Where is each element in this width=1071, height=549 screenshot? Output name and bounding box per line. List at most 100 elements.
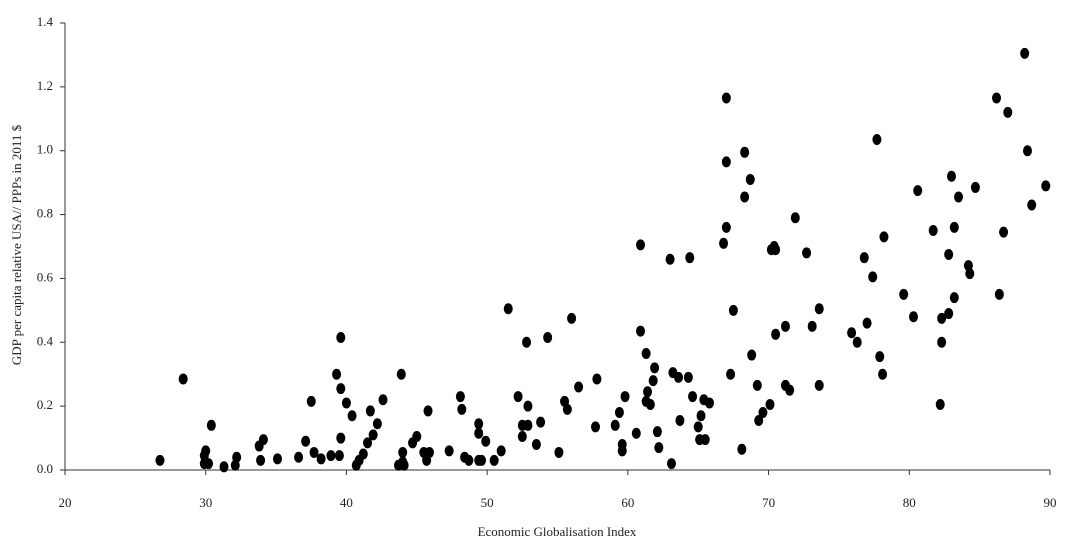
point bbox=[332, 368, 342, 380]
point bbox=[728, 304, 738, 316]
point bbox=[398, 446, 408, 458]
point bbox=[1020, 47, 1030, 59]
point bbox=[754, 415, 764, 427]
point bbox=[206, 419, 216, 431]
point bbox=[358, 448, 368, 460]
point bbox=[752, 379, 762, 391]
point bbox=[444, 445, 454, 457]
point bbox=[944, 308, 954, 320]
point bbox=[347, 410, 357, 422]
point bbox=[334, 450, 344, 462]
point bbox=[531, 438, 541, 450]
point bbox=[721, 92, 731, 104]
point bbox=[306, 395, 316, 407]
x-tick-label: 20 bbox=[59, 495, 72, 510]
point bbox=[747, 349, 757, 361]
point bbox=[424, 446, 434, 458]
point bbox=[719, 237, 729, 249]
point bbox=[523, 400, 533, 412]
point bbox=[675, 415, 685, 427]
point bbox=[457, 403, 467, 415]
point bbox=[700, 434, 710, 446]
point bbox=[928, 225, 938, 237]
point bbox=[994, 288, 1004, 300]
point bbox=[970, 181, 980, 193]
point bbox=[879, 231, 889, 243]
point bbox=[474, 427, 484, 439]
y-tick-label: 1.0 bbox=[37, 142, 53, 157]
point bbox=[301, 435, 311, 447]
point bbox=[790, 212, 800, 224]
point bbox=[899, 288, 909, 300]
point bbox=[949, 292, 959, 304]
point bbox=[785, 384, 795, 396]
point bbox=[396, 368, 406, 380]
y-axis-label: GDP per capita relative USA// PPPs in 20… bbox=[9, 124, 24, 365]
point bbox=[455, 391, 465, 403]
point bbox=[614, 407, 624, 419]
point bbox=[878, 368, 888, 380]
point bbox=[256, 454, 266, 466]
point bbox=[522, 336, 532, 348]
point bbox=[513, 391, 523, 403]
y-tick-label: 0.8 bbox=[37, 206, 53, 221]
x-tick-label: 40 bbox=[340, 495, 353, 510]
x-tick-label: 70 bbox=[762, 495, 775, 510]
point bbox=[654, 442, 664, 454]
point bbox=[758, 407, 768, 419]
point bbox=[554, 446, 564, 458]
point bbox=[814, 379, 824, 391]
point bbox=[814, 303, 824, 315]
point bbox=[326, 450, 336, 462]
point bbox=[399, 459, 409, 471]
point bbox=[780, 320, 790, 332]
point bbox=[771, 244, 781, 256]
point bbox=[965, 268, 975, 280]
point bbox=[643, 386, 653, 398]
point bbox=[954, 191, 964, 203]
point bbox=[935, 399, 945, 411]
point bbox=[294, 451, 304, 463]
point bbox=[693, 421, 703, 433]
point bbox=[696, 410, 706, 422]
point bbox=[937, 336, 947, 348]
point bbox=[368, 429, 378, 441]
point bbox=[363, 437, 373, 449]
point bbox=[641, 347, 651, 359]
point bbox=[685, 252, 695, 264]
point bbox=[737, 443, 747, 455]
point bbox=[567, 312, 577, 324]
point bbox=[937, 312, 947, 324]
y-tick-label: 0.4 bbox=[37, 333, 54, 348]
point bbox=[636, 239, 646, 251]
point bbox=[636, 325, 646, 337]
point bbox=[740, 146, 750, 158]
point bbox=[620, 391, 630, 403]
point bbox=[648, 375, 658, 387]
point bbox=[872, 134, 882, 146]
point bbox=[1027, 199, 1037, 211]
point bbox=[771, 328, 781, 340]
x-tick-label: 50 bbox=[481, 495, 494, 510]
point bbox=[999, 226, 1009, 238]
point bbox=[365, 405, 375, 417]
point bbox=[631, 427, 641, 439]
point bbox=[178, 373, 188, 385]
point bbox=[316, 453, 326, 465]
y-tick-label: 0.2 bbox=[37, 397, 53, 412]
point bbox=[683, 371, 693, 383]
point bbox=[232, 451, 242, 463]
y-tick-label: 1.2 bbox=[37, 78, 53, 93]
point bbox=[574, 381, 584, 393]
point bbox=[536, 416, 546, 428]
point bbox=[201, 445, 211, 457]
point bbox=[765, 399, 775, 411]
x-tick-label: 80 bbox=[903, 495, 916, 510]
point bbox=[802, 247, 812, 259]
point bbox=[721, 156, 731, 168]
x-axis-label: Economic Globalisation Index bbox=[478, 524, 637, 539]
point bbox=[464, 454, 474, 466]
point bbox=[807, 320, 817, 332]
point bbox=[847, 327, 857, 339]
